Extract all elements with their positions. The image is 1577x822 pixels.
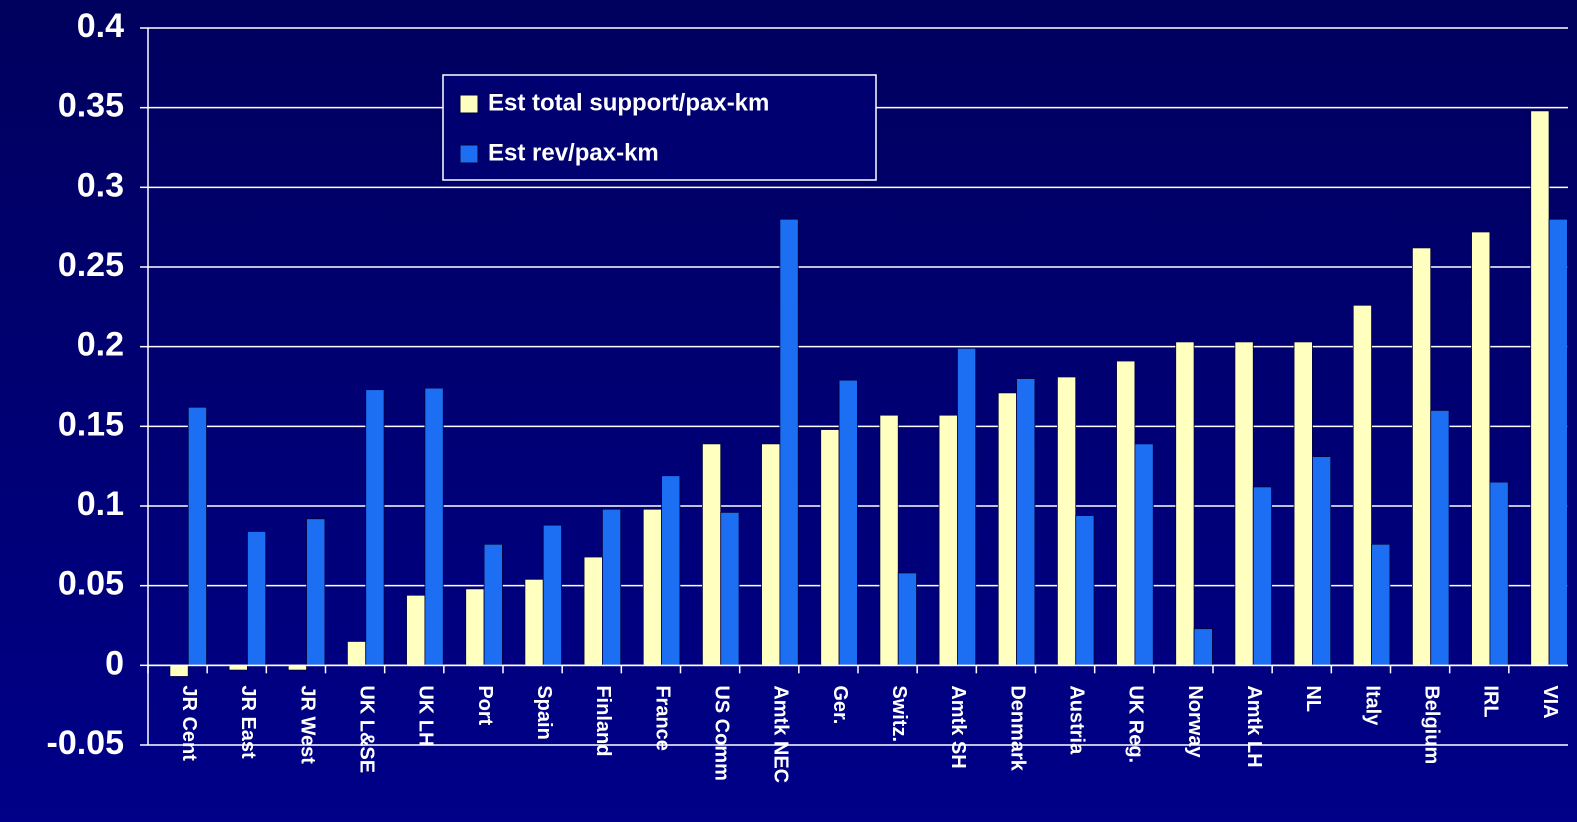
bar — [465, 588, 485, 666]
bar — [761, 443, 781, 666]
x-tick-label: IRL — [1480, 685, 1502, 717]
legend: Est total support/pax-km Est rev/pax-km — [442, 74, 877, 181]
x-tick-label: Italy — [1361, 685, 1383, 726]
bar — [1056, 376, 1077, 666]
bar — [1489, 481, 1509, 666]
bar — [720, 511, 740, 666]
bar — [997, 392, 1017, 666]
x-tick-label: Switz. — [888, 685, 910, 742]
x-tick-label: Amtk NEC — [770, 685, 792, 783]
x-tick-label: JR East — [237, 685, 259, 759]
bar — [602, 508, 622, 666]
bar — [642, 508, 662, 666]
bar — [1371, 543, 1391, 666]
bar — [406, 594, 426, 666]
bar — [1252, 486, 1272, 666]
bar — [1548, 218, 1568, 666]
x-tick-label: Austria — [1065, 685, 1087, 755]
bar — [957, 347, 977, 666]
x-tick-label: Ger. — [829, 685, 851, 724]
bar — [1352, 304, 1372, 666]
bar — [820, 429, 840, 666]
x-tick-label: VIA — [1539, 685, 1561, 718]
bar — [1411, 247, 1432, 666]
y-tick-label: 0.35 — [58, 87, 124, 125]
bar — [1530, 110, 1550, 666]
x-tick-label: France — [651, 685, 673, 751]
bar — [246, 531, 267, 666]
bar — [1116, 360, 1136, 666]
bar — [424, 387, 444, 666]
bar — [1134, 443, 1154, 666]
x-tick-label: JR Cent — [178, 685, 200, 761]
bar — [661, 475, 681, 666]
x-tick-label: UK Reg. — [1125, 685, 1147, 763]
y-tick-label: 0.4 — [77, 7, 124, 45]
y-tick-label: 0.05 — [58, 565, 124, 603]
x-tick-label: Port — [474, 685, 496, 725]
bar — [1293, 341, 1313, 666]
y-tick-label: 0.15 — [58, 405, 124, 443]
y-tick-label: -0.05 — [47, 724, 125, 762]
y-tick-label: 0 — [105, 644, 124, 682]
bar — [779, 218, 799, 666]
legend-swatch — [459, 94, 479, 114]
bar — [1430, 409, 1450, 666]
x-tick-label: NL — [1302, 685, 1324, 712]
bar — [1193, 628, 1213, 666]
x-tick-label: UK L&SE — [355, 685, 377, 773]
legend-swatch — [459, 144, 479, 164]
x-tick-label: JR West — [296, 685, 318, 764]
bar — [346, 641, 367, 666]
bar — [187, 406, 207, 666]
y-tick-label: 0.1 — [77, 485, 124, 523]
bar — [483, 543, 503, 666]
x-tick-label: Denmark — [1006, 685, 1028, 771]
y-tick-label: 0.3 — [77, 166, 124, 204]
x-tick-label: Belgium — [1420, 685, 1442, 764]
bar — [1175, 341, 1195, 666]
legend-label: Est rev/pax-km — [488, 139, 659, 166]
x-tick-label: Spain — [533, 685, 555, 739]
bar — [524, 578, 544, 666]
x-tick-label: UK LH — [415, 685, 437, 746]
bar — [365, 389, 385, 666]
bar — [1016, 378, 1036, 666]
bar — [583, 556, 603, 666]
bar — [701, 443, 722, 666]
x-tick-label: Amtk SH — [947, 685, 969, 768]
bar — [1075, 515, 1095, 666]
x-tick-label: Norway — [1184, 685, 1206, 758]
legend-label: Est total support/pax-km — [488, 89, 769, 116]
bar — [542, 524, 562, 666]
x-tick-label: US Comm — [710, 685, 732, 781]
bar — [938, 414, 958, 666]
bar — [1312, 456, 1332, 666]
x-tick-label: Amtk LH — [1243, 685, 1265, 767]
bar — [169, 664, 189, 677]
x-tick-label: Finland — [592, 685, 614, 756]
bar — [1471, 231, 1491, 666]
bar — [897, 572, 917, 666]
bar — [838, 379, 858, 666]
y-tick-label: 0.25 — [58, 246, 124, 284]
bar — [879, 414, 899, 666]
bar — [306, 518, 326, 666]
bar — [1234, 341, 1254, 666]
y-tick-label: 0.2 — [77, 326, 124, 364]
legend-box — [442, 74, 877, 181]
